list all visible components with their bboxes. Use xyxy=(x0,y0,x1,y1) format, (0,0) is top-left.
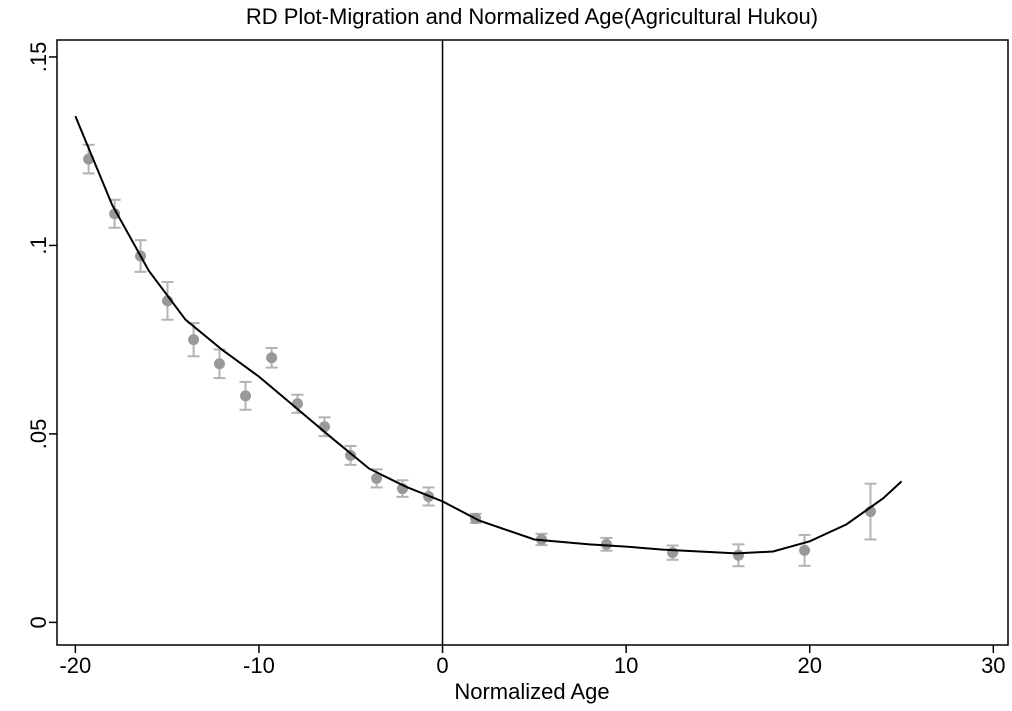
x-tick-label: 10 xyxy=(614,653,638,678)
chart-title: RD Plot-Migration and Normalized Age(Agr… xyxy=(246,4,818,29)
y-tick-label: .05 xyxy=(26,419,51,450)
x-tick-label: -10 xyxy=(243,653,275,678)
plot-frame xyxy=(56,39,1009,646)
x-axis-label: Normalized Age xyxy=(454,679,609,704)
y-tick-label: .1 xyxy=(26,236,51,254)
point xyxy=(600,538,612,550)
point xyxy=(266,352,278,364)
point xyxy=(213,358,225,370)
y-tick-label: 0 xyxy=(26,616,51,628)
y-tick-label: .15 xyxy=(26,42,51,73)
point xyxy=(732,549,744,561)
point xyxy=(240,390,252,402)
x-tick-label: 20 xyxy=(797,653,821,678)
point xyxy=(799,544,811,556)
point xyxy=(109,208,121,220)
fit-line xyxy=(74,115,443,503)
point xyxy=(345,449,357,461)
x-tick-label: 30 xyxy=(981,653,1005,678)
point xyxy=(667,547,679,559)
point xyxy=(292,398,304,410)
x-tick-label: -20 xyxy=(59,653,91,678)
x-tick-label: 0 xyxy=(436,653,448,678)
point xyxy=(371,472,383,484)
point xyxy=(188,334,200,346)
fit-line xyxy=(442,480,903,555)
